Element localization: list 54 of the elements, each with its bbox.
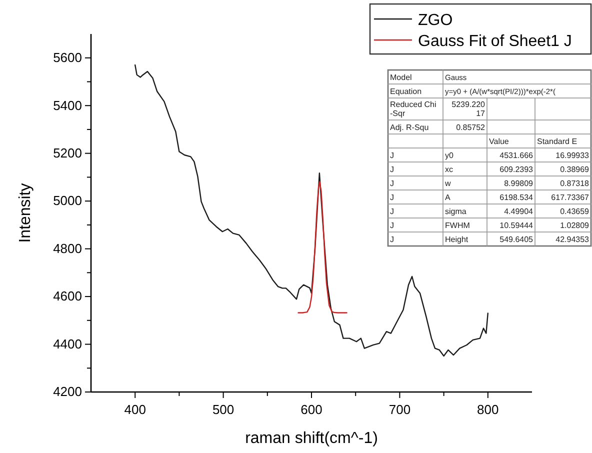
y-tick-label: 5000 xyxy=(53,193,82,208)
y-tick-label: 4400 xyxy=(53,336,82,352)
annotation: Model xyxy=(390,73,412,82)
x-tick-label: 700 xyxy=(388,402,411,417)
annotation: J xyxy=(390,221,394,230)
y-tick-label: 5600 xyxy=(53,50,82,66)
annotation: 6198.534 xyxy=(500,193,534,202)
annotation: 4.49904 xyxy=(504,207,534,216)
y-tick-label: 4800 xyxy=(53,240,82,256)
annotation: 609.2393 xyxy=(500,165,534,174)
x-tick-label: 500 xyxy=(212,402,234,417)
legend-label: Gauss Fit of Sheet1 J xyxy=(418,33,572,50)
line-series xyxy=(298,181,348,314)
text: 0.87318 xyxy=(560,179,589,188)
annotation: Height xyxy=(445,235,469,244)
annotation: w xyxy=(444,179,451,188)
y-tick-label: 4600 xyxy=(53,288,82,304)
annotation: 4531.666 xyxy=(500,151,534,160)
annotation: J xyxy=(390,235,394,244)
annotation: J xyxy=(390,151,394,160)
annotation: 8.99809 xyxy=(504,179,534,188)
annotation: J xyxy=(390,207,394,216)
annotation: Adj. R-Squ xyxy=(390,123,429,132)
text: 1.02809 xyxy=(560,221,589,230)
annotation: FWHM xyxy=(445,221,470,230)
annotation: xc xyxy=(445,165,453,174)
annotation: J xyxy=(390,193,394,202)
x-tick-label: 800 xyxy=(477,402,499,417)
y-axis-title: Intensity xyxy=(17,183,34,243)
annotation: 10.59444 xyxy=(500,221,534,230)
annotation: A xyxy=(445,193,451,202)
annotation: sigma xyxy=(445,207,467,216)
annotation: Reduced Chi-Sqr xyxy=(390,100,436,118)
legend-label: ZGO xyxy=(418,12,453,29)
annotation: 0.85752 xyxy=(456,123,486,132)
annotation: 549.6405 xyxy=(500,235,534,244)
text: 16.99933 xyxy=(556,151,589,160)
text: 42.94353 xyxy=(556,235,589,244)
x-tick-label: 600 xyxy=(300,402,322,417)
annotation: 5239.22017 xyxy=(452,100,486,118)
annotation: Equation xyxy=(390,87,422,96)
y-tick-label: 5400 xyxy=(53,98,82,113)
y-tick-label: 4200 xyxy=(53,384,82,400)
text: 0.38969 xyxy=(560,165,589,174)
text: 617.73367 xyxy=(551,193,589,202)
annotation: y0 xyxy=(445,151,454,160)
annotation: J xyxy=(390,179,394,188)
annotation: J xyxy=(390,165,394,174)
text: 0.43659 xyxy=(560,207,589,216)
x-tick-label: 400 xyxy=(124,402,146,417)
annotation: Value xyxy=(489,137,510,146)
y-tick-label: 5200 xyxy=(53,145,82,160)
x-axis-title: raman shift(cm^-1) xyxy=(245,430,378,447)
text: Standard E xyxy=(537,137,578,146)
